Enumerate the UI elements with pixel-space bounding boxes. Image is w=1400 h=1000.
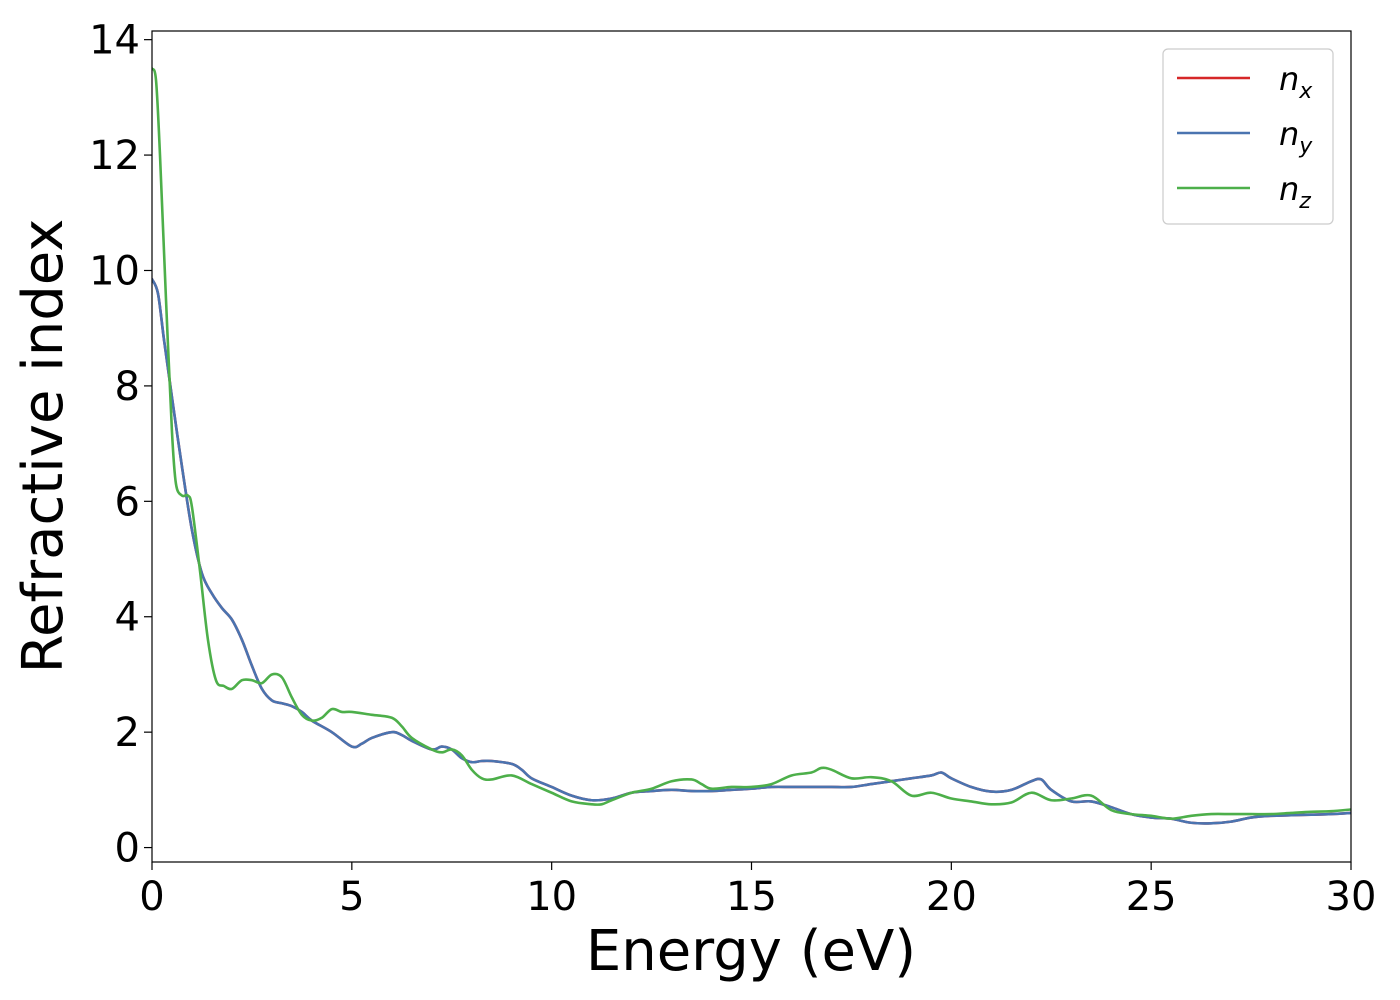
legend-label-main: n [1279,170,1299,208]
y-axis: 0 2 4 6 8 10 12 14 [89,18,152,872]
x-tick-label: 15 [726,874,777,920]
y-axis-title: Refractive index [11,219,76,674]
y-tick-label: 10 [89,248,140,294]
x-tick-label: 30 [1326,874,1377,920]
legend-label-ny: ny [1279,115,1313,159]
legend-label-subscript: y [1298,134,1313,159]
y-tick-label: 4 [115,595,140,641]
legend-label-main: n [1279,60,1299,98]
legend-label-subscript: x [1298,79,1313,104]
y-tick-label: 0 [115,826,140,872]
y-tick-label: 8 [115,364,140,410]
series-line-nz [152,67,1351,821]
y-tick-label: 2 [115,710,140,756]
x-axis: 0 5 10 15 20 25 30 [139,862,1376,920]
x-tick-label: 25 [1126,874,1177,920]
y-tick-label: 12 [89,133,140,179]
legend-label-nx: nx [1279,60,1313,104]
y-tick-label: 6 [115,479,140,525]
y-tick-label: 14 [89,18,140,64]
series-layer [152,67,1351,825]
x-tick-label: 0 [139,874,164,920]
x-tick-label: 10 [526,874,577,920]
legend-label-nz: nz [1279,170,1311,214]
legend-label-subscript: z [1298,189,1311,214]
legend-box [1162,48,1334,225]
x-axis-title: Energy (eV) [586,919,916,984]
x-tick-label: 5 [339,874,364,920]
legend-label-main: n [1279,115,1299,153]
x-tick-label: 20 [926,874,977,920]
